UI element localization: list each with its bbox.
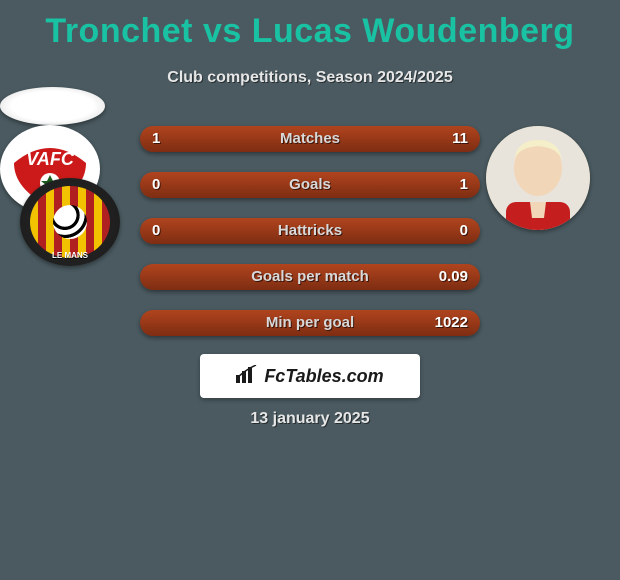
page-title: Tronchet vs Lucas Woudenberg [0,0,620,51]
branding-text: FcTables.com [264,366,383,387]
stat-label: Matches [140,126,480,152]
stat-row: 0 Goals 1 [140,172,480,198]
page-subtitle: Club competitions, Season 2024/2025 [0,69,620,87]
club-left-label: LE MANS [20,251,120,260]
stat-row: 1 Matches 11 [140,126,480,152]
stat-right-value: 1022 [435,310,468,336]
comparison-card: Tronchet vs Lucas Woudenberg Club compet… [0,0,620,580]
stat-row: Goals per match 0.09 [140,264,480,290]
club-left-badge: LE MANS [20,178,120,266]
stat-label: Goals per match [140,264,480,290]
stat-label: Goals [140,172,480,198]
stats-list: 1 Matches 11 0 Goals 1 0 Hattricks 0 Goa… [140,126,480,356]
stat-right-value: 1 [460,172,468,198]
club-right-label: VAFC [26,149,75,169]
stat-right-value: 0 [460,218,468,244]
player-left-avatar [0,87,105,125]
stat-right-value: 11 [452,126,468,152]
comparison-date: 13 january 2025 [0,410,620,428]
stat-right-value: 0.09 [439,264,468,290]
branding-badge: FcTables.com [200,354,420,398]
club-left-stripes [30,186,110,258]
player-right-avatar [486,126,590,230]
football-icon [53,205,87,239]
stat-label: Hattricks [140,218,480,244]
stat-row: 0 Hattricks 0 [140,218,480,244]
bars-icon [236,365,258,388]
stat-label: Min per goal [140,310,480,336]
stat-row: Min per goal 1022 [140,310,480,336]
